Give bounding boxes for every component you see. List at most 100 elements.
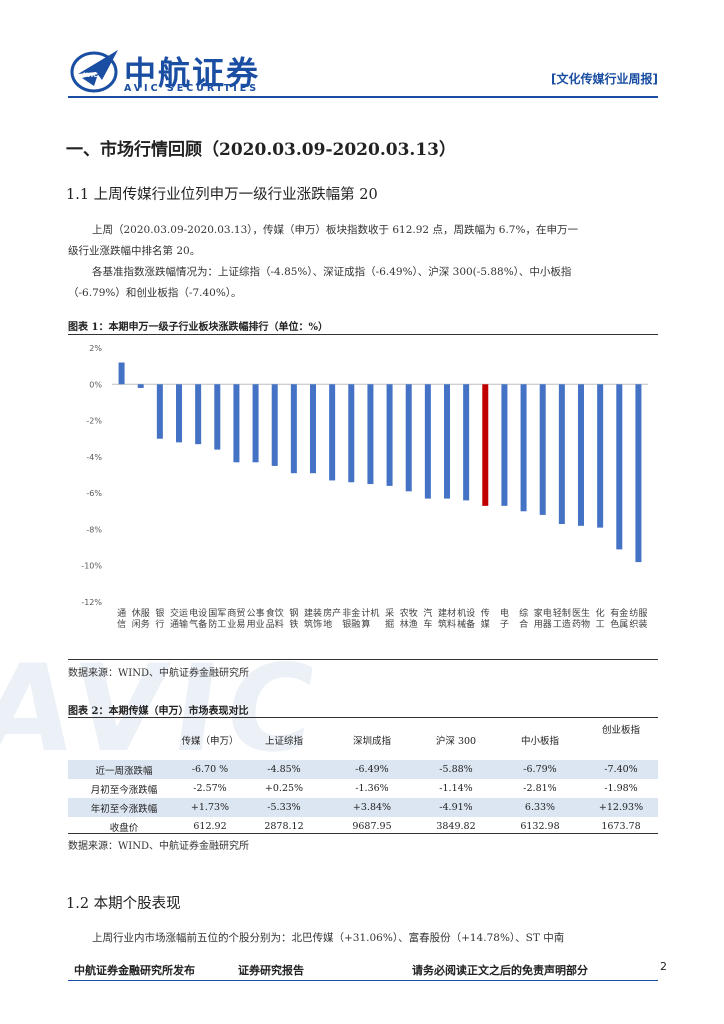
- table-row: 年初至今涨跌幅 +1.73% -5.33% +3.84% -4.91% 6.33% +12.…: [68, 798, 658, 817]
- bar-21: [520, 384, 527, 512]
- bar-16: [424, 384, 431, 499]
- x-tick-label: 建筑装饰: [304, 607, 322, 630]
- table-cell: -2.81%: [523, 783, 557, 794]
- logo-text-en: AVIC SECURITIES: [124, 83, 260, 94]
- logo-text-cn: 中航证券: [124, 54, 261, 92]
- footer-disclaimer: 请务必阅读正文之后的免责声明部分: [412, 964, 588, 977]
- table-header: 中小板指: [520, 735, 559, 747]
- bar-14: [386, 384, 393, 486]
- table-cell: 收盘价: [109, 822, 139, 834]
- y-tick-label: -6%: [86, 489, 102, 498]
- bar-15: [405, 384, 412, 492]
- x-tick-label: 非银金融: [342, 607, 360, 630]
- x-tick-label: 有色金属: [610, 607, 628, 630]
- plane-logo-icon: AVIC: [70, 50, 118, 93]
- table-cell: +0.25%: [264, 783, 304, 794]
- chart-x-labels: 通信休闲服务银行交通运输电气设备国防军工商业贸易公用事业食品饮料钢铁建筑装饰房地…: [117, 607, 647, 630]
- x-tick-label: 纺织服装: [629, 607, 647, 630]
- table-cell: 年初至今涨跌幅: [68, 798, 180, 817]
- y-tick-label: -8%: [86, 525, 102, 534]
- chart-bars: [118, 362, 642, 563]
- table-header: 传媒（申万）: [181, 735, 239, 747]
- bar-10: [310, 384, 316, 474]
- x-tick-label: 电气设备: [189, 607, 207, 630]
- paragraph-3: 上周行业内市场涨幅前五位的个股分别为：北巴传媒（+31.06%）、富春股份（+1…: [92, 932, 565, 944]
- x-tick-label: 通信: [117, 608, 126, 630]
- figure-2-caption: 图表 2：本期传媒（申万）市场表现对比: [68, 706, 249, 717]
- figure-1-source: 数据来源：WIND、中航证券金融研究所: [68, 668, 249, 679]
- table-cell: -6.79%: [496, 760, 584, 779]
- table-header: [68, 719, 180, 760]
- bar-19: [482, 384, 489, 506]
- x-tick-label: 采掘: [385, 608, 394, 630]
- table-cell: 2878.12: [264, 821, 304, 832]
- bar-17: [444, 384, 450, 499]
- figure-2-top-rule: [68, 717, 658, 718]
- table-cell: 月初至今涨跌幅: [90, 784, 158, 796]
- bar-7: [252, 384, 259, 463]
- x-tick-label: 电子: [500, 607, 509, 630]
- table-cell: 1673.78: [601, 821, 641, 832]
- table-cell: 6132.98: [520, 821, 560, 832]
- x-tick-label: 传媒: [481, 607, 490, 630]
- subsection-title-1-2: 1.2 本期个股表现: [66, 896, 181, 912]
- table-header: 创业板指: [601, 725, 640, 736]
- figure-1-bottom-rule: [68, 659, 658, 660]
- subsection-title-1-1: 1.1 上周传媒行业位列申万一级行业涨跌幅第 20: [66, 187, 378, 203]
- table-cell: 6.33%: [496, 798, 584, 817]
- table-cell: 3849.82: [436, 821, 476, 832]
- table-cell: -1.14%: [439, 783, 473, 794]
- x-tick-label: 国防军工: [208, 608, 226, 630]
- bar-20: [501, 384, 508, 506]
- table-cell: -7.40%: [584, 760, 658, 779]
- bar-6: [233, 384, 240, 463]
- header-divider: [68, 96, 658, 98]
- table-cell: +12.93%: [584, 798, 658, 817]
- x-tick-label: 商业贸易: [227, 607, 245, 630]
- table-cell: -1.36%: [355, 783, 389, 794]
- x-tick-label: 机械设备: [457, 607, 475, 630]
- table-header: 深圳成指: [352, 735, 391, 747]
- table-cell: -2.57%: [193, 783, 227, 794]
- table-cell: -4.85%: [240, 760, 328, 779]
- x-tick-label: 交通运输: [170, 607, 188, 630]
- bar-3: [176, 384, 182, 443]
- x-tick-label: 汽车: [423, 607, 432, 630]
- table-cell: +1.73%: [180, 798, 240, 817]
- report-tag: [文化传媒行业周报]: [551, 72, 658, 86]
- paragraph-1-line-2: 级行业涨跌幅中排名第 20。: [68, 245, 201, 257]
- bar-22: [539, 384, 546, 515]
- x-tick-label: 休闲服务: [132, 607, 150, 630]
- paragraph-2-line-1: 各基准指数涨跌幅情况为：上证综指（-4.85%）、深证成指（-6.49%）、沪深…: [92, 266, 572, 278]
- footer-publisher: 中航证券金融研究所发布: [74, 964, 195, 977]
- bar-13: [367, 384, 374, 485]
- bar-18: [463, 384, 470, 501]
- bar-5: [214, 384, 221, 450]
- x-tick-label: 计算机: [361, 607, 379, 630]
- bar-25: [597, 384, 604, 528]
- table-cell: 612.92: [193, 821, 227, 832]
- table-cell: 9687.95: [352, 821, 392, 832]
- figure-2-bottom-rule: [68, 833, 658, 834]
- bar-23: [558, 384, 565, 524]
- table-cell: -1.98%: [604, 783, 638, 794]
- x-tick-label: 食品饮料: [266, 607, 284, 630]
- bar-26: [616, 384, 623, 550]
- y-tick-label: -10%: [81, 562, 102, 571]
- y-tick-label: -2%: [86, 417, 102, 426]
- figure-1-top-rule: [68, 334, 658, 335]
- footer-report-type: 证券研究报告: [238, 964, 304, 977]
- table-cell: -5.88%: [416, 760, 496, 779]
- paragraph-1: 上周（2020.03.09-2020.03.13），传媒（申万）板块指数收于 6…: [68, 220, 658, 262]
- performance-table: 传媒（申万） 上证综指 深圳成指 沪深 300 中小板指 创业板指 近一周涨跌幅…: [68, 719, 658, 836]
- table-row: 近一周涨跌幅 -6.70 % -4.85% -6.49% -5.88% -6.79% -7.…: [68, 760, 658, 779]
- table-cell: +3.84%: [328, 798, 416, 817]
- y-tick-label: 2%: [89, 344, 102, 353]
- table-cell: -4.91%: [416, 798, 496, 817]
- bar-1: [137, 384, 144, 388]
- section-title: 一、市场行情回顾（2020.03.09-2020.03.13）: [66, 140, 456, 160]
- paragraph-2-line-2: （-6.79%）和创业板指（-7.40%）。: [68, 287, 242, 299]
- table-row: 收盘价 612.92 2878.12 9687.95 3849.82 6132.98 167…: [68, 817, 658, 836]
- x-tick-label: 轻工制造: [553, 607, 571, 630]
- x-tick-label: 家用电器: [534, 607, 552, 630]
